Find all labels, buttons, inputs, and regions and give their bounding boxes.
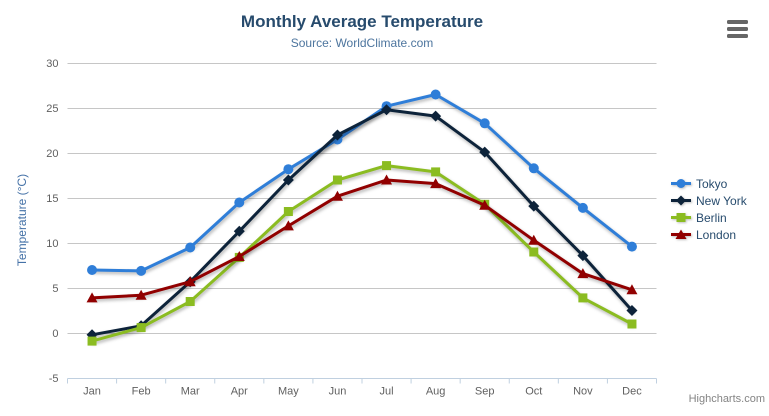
legend-label: Tokyo: [696, 176, 728, 191]
series-line-london: [90, 178, 634, 300]
y-axis-label: 15: [46, 193, 58, 205]
x-axis-label: Jan: [83, 386, 101, 398]
legend-marker-circle-icon: [671, 179, 691, 188]
legend-item-new-york[interactable]: New York: [671, 192, 747, 209]
x-axis-label: Apr: [231, 386, 248, 398]
y-gridlines: [67, 63, 657, 379]
legend-item-london[interactable]: London: [671, 226, 747, 243]
hamburger-icon: [727, 34, 748, 38]
x-axis-label: Jun: [329, 386, 347, 398]
x-axis-label: Dec: [622, 386, 642, 398]
series-new-york[interactable]: [86, 104, 638, 341]
x-axis-label: Oct: [525, 386, 542, 398]
y-axis-label: -5: [49, 373, 59, 385]
series-markers-london: [86, 174, 638, 303]
hamburger-icon: [727, 20, 748, 24]
legend-marker-diamond-icon: [671, 195, 691, 206]
x-axis-label: Jul: [380, 386, 394, 398]
x-axis-label: Aug: [426, 386, 446, 398]
legend-label: London: [696, 227, 737, 242]
series-tokyo[interactable]: [87, 89, 637, 276]
chart-title: Monthly Average Temperature: [240, 12, 484, 31]
y-axis-label: 20: [46, 148, 58, 160]
series-markers-tokyo: [87, 89, 637, 276]
y-axis-label: 10: [46, 238, 58, 250]
y-axis-labels: -5 0 5 10 15 20 25 30: [46, 58, 58, 385]
y-axis-label: 5: [52, 283, 58, 295]
legend-marker-square-icon: [671, 213, 691, 222]
x-axis-label: May: [278, 386, 299, 398]
legend-item-berlin[interactable]: Berlin: [671, 209, 747, 226]
legend-item-tokyo[interactable]: Tokyo: [671, 175, 747, 192]
x-axis-label: Sep: [475, 386, 495, 398]
x-axis-label: Mar: [181, 386, 200, 398]
series-london[interactable]: [86, 174, 638, 303]
hamburger-icon: [727, 27, 748, 31]
legend-label: Berlin: [696, 210, 727, 225]
y-axis-label: 30: [46, 58, 58, 70]
legend-label: New York: [696, 193, 747, 208]
highcharts-credit[interactable]: Highcharts.com: [688, 393, 765, 405]
x-axis-label: Feb: [132, 386, 151, 398]
y-axis-label: 0: [52, 328, 58, 340]
x-axis-labels: Jan Feb Mar Apr May Jun Jul Aug Sep Oct Nov Dec: [83, 386, 642, 398]
legend: Tokyo New York Berlin London: [671, 175, 747, 243]
x-axis-label: Nov: [573, 386, 593, 398]
chart-subtitle: Source: WorldClimate.com: [290, 36, 434, 50]
series-line-berlin: [90, 164, 634, 343]
y-axis-title: Temperature (°C): [15, 173, 29, 267]
export-menu-button[interactable]: [724, 17, 752, 41]
x-axis: [67, 378, 657, 384]
y-axis-label: 25: [46, 103, 58, 115]
legend-marker-triangle-icon: [671, 229, 691, 239]
series-line-new-york: [90, 108, 634, 337]
series-markers-new-york: [86, 104, 638, 341]
